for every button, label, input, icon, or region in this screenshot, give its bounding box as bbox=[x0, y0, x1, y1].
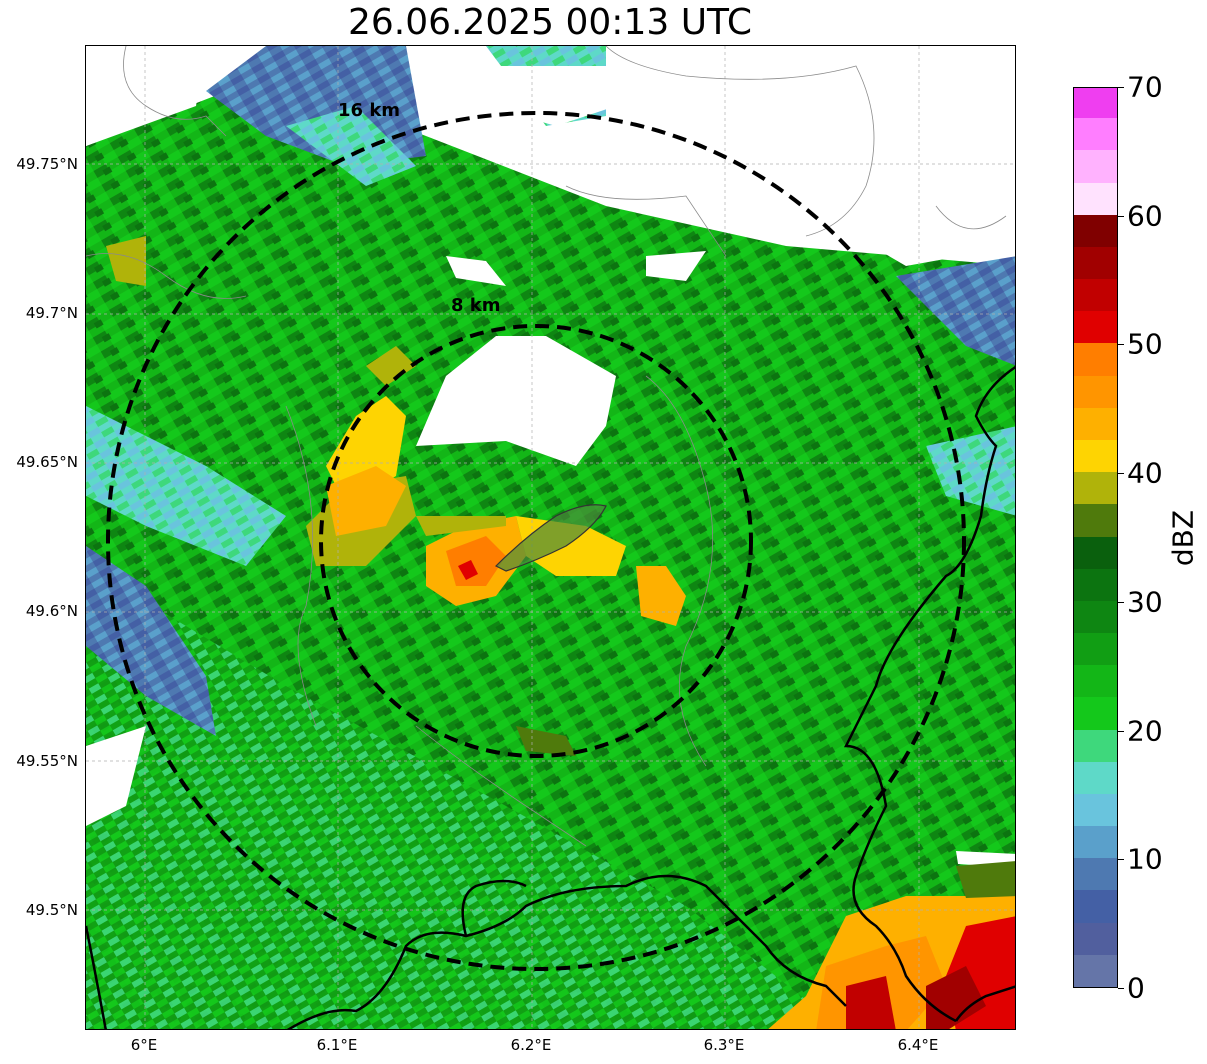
colorbar-tick bbox=[1118, 473, 1124, 475]
colorbar-segment bbox=[1074, 729, 1117, 762]
colorbar-segment bbox=[1074, 664, 1117, 698]
colorbar-segment bbox=[1074, 954, 1117, 987]
colorbar-tick-label: 30 bbox=[1127, 585, 1163, 619]
colorbar-segment bbox=[1074, 246, 1117, 280]
colorbar bbox=[1073, 87, 1118, 988]
colorbar-segment bbox=[1074, 600, 1117, 634]
colorbar-segment bbox=[1074, 471, 1117, 505]
colorbar-segment bbox=[1074, 793, 1117, 827]
colorbar-segment bbox=[1074, 310, 1117, 344]
colorbar-segment bbox=[1074, 761, 1117, 794]
ring-label-16km: 16 km bbox=[338, 100, 400, 121]
colorbar-tick-label: 10 bbox=[1127, 842, 1163, 876]
ring-label-8km: 8 km bbox=[451, 295, 501, 316]
colorbar-segment bbox=[1074, 439, 1117, 473]
colorbar-tick bbox=[1118, 601, 1124, 603]
colorbar-segment bbox=[1074, 568, 1117, 601]
lat-tick-label: 49.5°N bbox=[25, 901, 78, 919]
lat-tick-label: 49.6°N bbox=[25, 602, 78, 620]
lat-tick-label: 49.55°N bbox=[16, 752, 78, 770]
colorbar-segment bbox=[1074, 407, 1117, 440]
lat-tick-label: 49.65°N bbox=[16, 453, 78, 471]
colorbar-segment bbox=[1074, 375, 1117, 408]
colorbar-segment bbox=[1074, 503, 1117, 537]
colorbar-tick-label: 20 bbox=[1127, 714, 1163, 748]
colorbar-tick bbox=[1118, 87, 1124, 88]
colorbar-segment bbox=[1074, 88, 1117, 119]
colorbar-segment bbox=[1074, 825, 1117, 859]
colorbar-segment bbox=[1074, 922, 1117, 955]
colorbar-segment bbox=[1074, 536, 1117, 569]
colorbar-tick-label: 70 bbox=[1127, 70, 1163, 104]
lat-tick-label: 49.75°N bbox=[16, 155, 78, 173]
colorbar-segment bbox=[1074, 857, 1117, 891]
colorbar-tick bbox=[1118, 988, 1124, 989]
colorbar-tick-label: 60 bbox=[1127, 199, 1163, 233]
lon-tick-label: 6.3°E bbox=[703, 1036, 745, 1054]
colorbar-segment bbox=[1074, 632, 1117, 666]
colorbar-segment bbox=[1074, 182, 1117, 215]
lat-tick-label: 49.7°N bbox=[25, 304, 78, 322]
colorbar-segment bbox=[1074, 278, 1117, 312]
colorbar-tick-label: 0 bbox=[1127, 971, 1145, 1005]
colorbar-segment bbox=[1074, 149, 1117, 183]
lon-tick-label: 6.4°E bbox=[897, 1036, 939, 1054]
colorbar-segment bbox=[1074, 117, 1117, 151]
colorbar-segment bbox=[1074, 889, 1117, 923]
lon-tick-label: 6.2°E bbox=[510, 1036, 552, 1054]
radar-map[interactable]: 16 km 8 km bbox=[85, 45, 1016, 1030]
colorbar-tick bbox=[1118, 730, 1124, 732]
colorbar-segment bbox=[1074, 342, 1117, 376]
radar-map-canvas: 16 km 8 km bbox=[86, 46, 1015, 1029]
colorbar-tick-label: 50 bbox=[1127, 327, 1163, 361]
colorbar-tick bbox=[1118, 215, 1124, 217]
chart-title: 26.06.2025 00:13 UTC bbox=[347, 2, 753, 43]
lon-tick-label: 6°E bbox=[130, 1036, 158, 1054]
lon-tick-label: 6.1°E bbox=[316, 1036, 358, 1054]
colorbar-tick bbox=[1118, 859, 1124, 861]
colorbar-segment bbox=[1074, 214, 1117, 247]
colorbar-segment bbox=[1074, 696, 1117, 730]
colorbar-tick bbox=[1118, 344, 1124, 346]
colorbar-title: dBZ bbox=[1166, 509, 1200, 567]
colorbar-tick-label: 40 bbox=[1127, 456, 1163, 490]
